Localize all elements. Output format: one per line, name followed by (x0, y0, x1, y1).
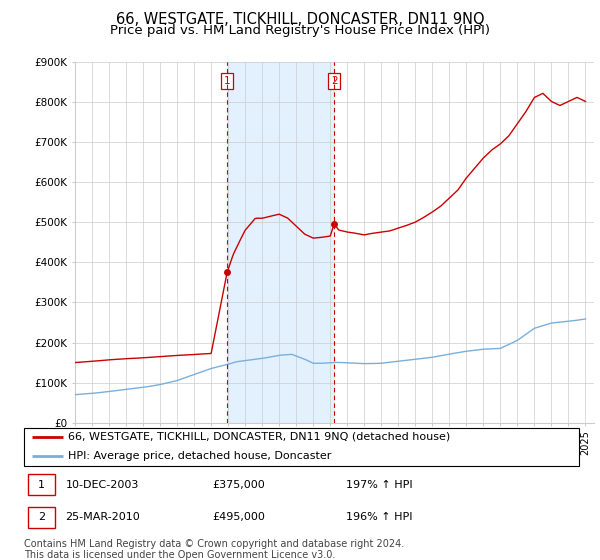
Text: Price paid vs. HM Land Registry's House Price Index (HPI): Price paid vs. HM Land Registry's House … (110, 24, 490, 37)
Text: 2: 2 (38, 512, 46, 522)
Text: 196% ↑ HPI: 196% ↑ HPI (346, 512, 412, 522)
Text: Contains HM Land Registry data © Crown copyright and database right 2024.
This d: Contains HM Land Registry data © Crown c… (24, 539, 404, 560)
Text: 66, WESTGATE, TICKHILL, DONCASTER, DN11 9NQ (detached house): 66, WESTGATE, TICKHILL, DONCASTER, DN11 … (68, 432, 451, 442)
Bar (28, 507, 55, 528)
Text: 10-DEC-2003: 10-DEC-2003 (65, 480, 139, 490)
Text: HPI: Average price, detached house, Doncaster: HPI: Average price, detached house, Donc… (68, 451, 332, 461)
Text: 197% ↑ HPI: 197% ↑ HPI (346, 480, 413, 490)
Bar (227, 62, 334, 423)
Text: 1: 1 (224, 76, 230, 86)
Bar (28, 474, 55, 496)
Text: 2: 2 (331, 76, 337, 86)
Text: £495,000: £495,000 (213, 512, 266, 522)
Text: 66, WESTGATE, TICKHILL, DONCASTER, DN11 9NQ: 66, WESTGATE, TICKHILL, DONCASTER, DN11 … (116, 12, 484, 27)
Text: 1: 1 (38, 480, 45, 490)
Text: 25-MAR-2010: 25-MAR-2010 (65, 512, 140, 522)
Text: £375,000: £375,000 (213, 480, 265, 490)
